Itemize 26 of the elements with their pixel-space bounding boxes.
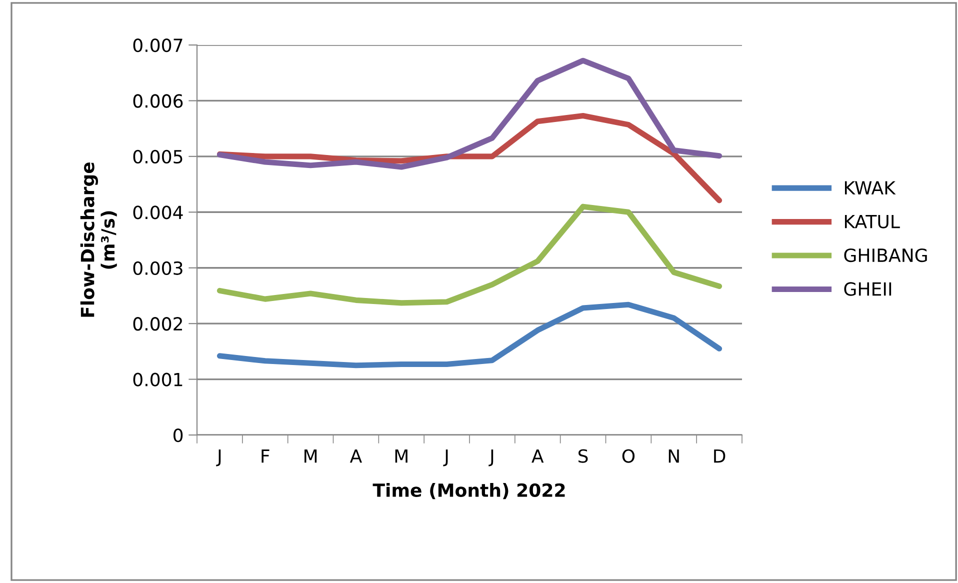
x-axis-title: Time (Month) 2022 — [372, 483, 565, 500]
y-tick-label: 0.006 — [133, 94, 183, 108]
y-tick-label: 0.007 — [133, 38, 182, 52]
y-tick-label: 0.003 — [133, 261, 182, 275]
x-tick-label: O — [622, 449, 635, 463]
x-tick-label: M — [304, 449, 317, 463]
x-tick-label: A — [350, 449, 362, 463]
x-tick-label: F — [262, 449, 270, 463]
legend-label: KATUL — [844, 214, 900, 228]
legend-label: GHIBANG — [844, 248, 927, 262]
x-tick-label: J — [443, 449, 448, 466]
y-tick-label: 0.005 — [133, 150, 182, 164]
x-tick-label: N — [668, 449, 679, 463]
x-tick-label: D — [714, 449, 726, 463]
x-tick-label: A — [532, 449, 544, 463]
legend-label: KWAK — [844, 181, 896, 194]
y-tick-label: 0 — [174, 428, 183, 442]
x-tick-label: S — [578, 449, 588, 463]
x-tick-label: J — [488, 449, 494, 466]
y-tick-label: 0.001 — [133, 372, 182, 386]
legend-label: GHEII — [844, 282, 892, 296]
y-axis-title: Flow-Discharge (m³/s) — [80, 162, 117, 317]
x-tick-label: J — [216, 449, 221, 466]
y-tick-label: 0.004 — [133, 206, 183, 220]
y-tick-label: 0.002 — [133, 317, 182, 331]
x-tick-label: M — [395, 449, 408, 463]
